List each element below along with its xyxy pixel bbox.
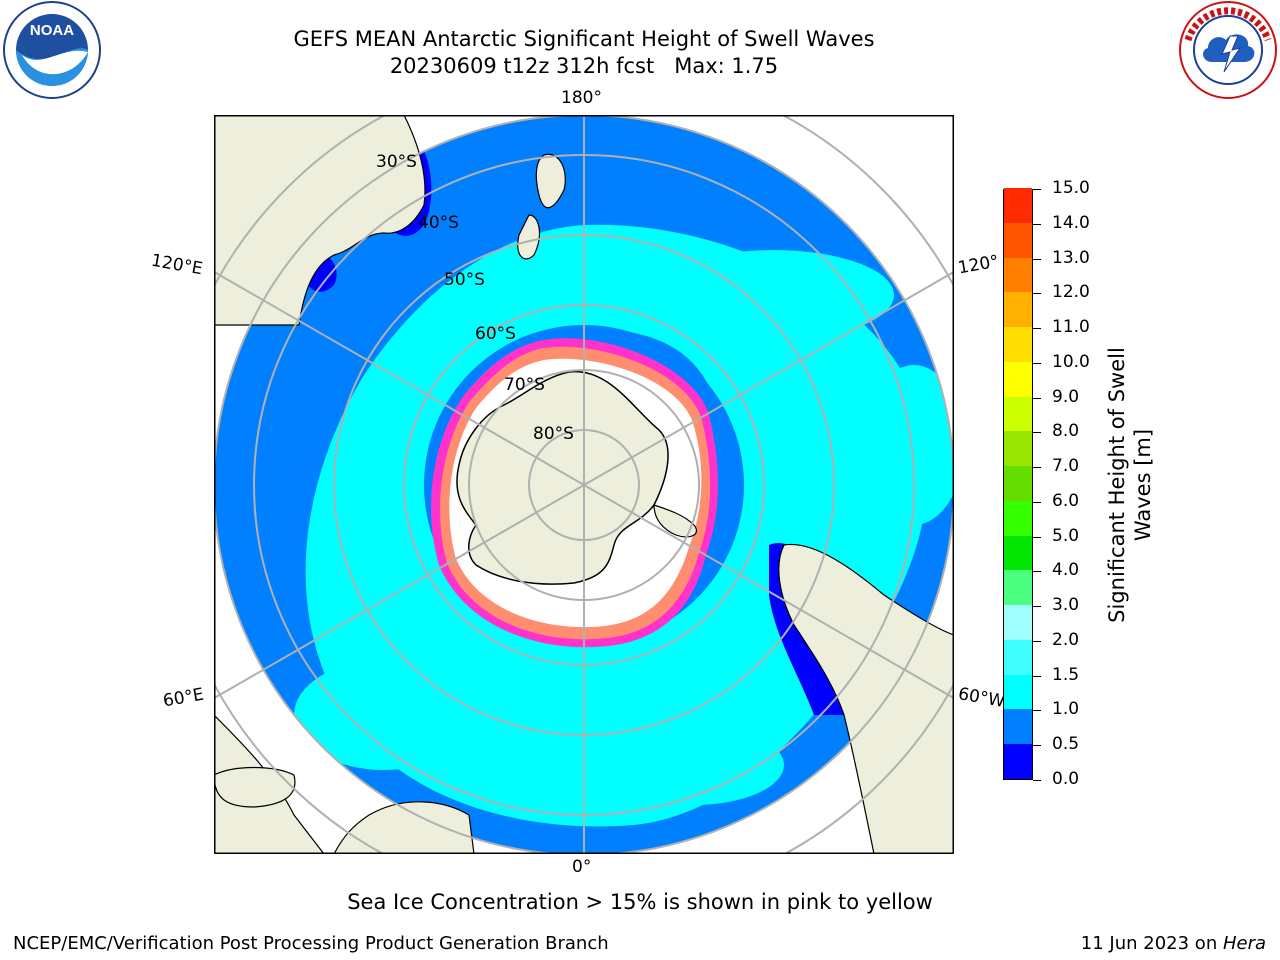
footer-date-text: 11 Jun 2023 on bbox=[1080, 933, 1223, 954]
colorbar-tick-label: 8.0 bbox=[1052, 421, 1080, 442]
colorbar-segment bbox=[1004, 569, 1032, 606]
colorbar-segment bbox=[1004, 326, 1032, 362]
colorbar-tick bbox=[1033, 328, 1041, 330]
colorbar bbox=[1003, 187, 1033, 780]
colorbar-tick-label: 2.0 bbox=[1052, 629, 1080, 650]
colorbar-tick bbox=[1033, 362, 1041, 364]
colorbar-segment bbox=[1004, 743, 1032, 779]
colorbar-tick-label: 10.0 bbox=[1052, 351, 1090, 372]
australia-land bbox=[214, 115, 426, 326]
noaa-logo-text: NOAA bbox=[30, 22, 74, 39]
colorbar-tick bbox=[1033, 293, 1041, 295]
colorbar-segment bbox=[1004, 500, 1032, 536]
colorbar-segment bbox=[1004, 291, 1032, 328]
colorbar-title: Significant Height of Swell Waves [m] bbox=[1104, 305, 1156, 665]
colorbar-title-line-1: Significant Height of Swell bbox=[1105, 347, 1129, 623]
colorbar-tick bbox=[1033, 397, 1041, 399]
colorbar-tick bbox=[1033, 640, 1041, 642]
colorbar-tick-label: 0.0 bbox=[1052, 769, 1080, 789]
new-zealand-land bbox=[535, 153, 566, 209]
colorbar-segment bbox=[1004, 187, 1032, 223]
colorbar-tick-label: 11.0 bbox=[1052, 317, 1090, 338]
colorbar-tick-label: 3.0 bbox=[1052, 595, 1080, 616]
lon-label-0: 0° bbox=[572, 857, 592, 877]
colorbar-tick-label: 0.5 bbox=[1052, 734, 1080, 755]
footer-credit: NCEP/EMC/Verification Post Processing Pr… bbox=[13, 933, 609, 954]
lon-label-60w: 60°W bbox=[956, 684, 1007, 712]
colorbar-tick bbox=[1033, 258, 1041, 260]
colorbar-tick bbox=[1033, 467, 1041, 469]
colorbar-tick bbox=[1033, 223, 1041, 225]
colorbar-tick-label: 12.0 bbox=[1052, 282, 1090, 303]
colorbar-tick-label: 5.0 bbox=[1052, 525, 1080, 546]
title-line-2: 20230609 t12z 312h fcst Max: 1.75 bbox=[389, 54, 779, 78]
noaa-logo: NOAA bbox=[3, 1, 101, 99]
lat-label-50s: 50°S bbox=[444, 270, 485, 290]
graticule bbox=[214, 115, 954, 854]
colorbar-tick-label: 1.5 bbox=[1052, 664, 1080, 685]
title-line-1: GEFS MEAN Antarctic Significant Height o… bbox=[293, 27, 875, 51]
footer-date: 11 Jun 2023 on Hera bbox=[1081, 933, 1266, 954]
colorbar-tick-label: 9.0 bbox=[1052, 386, 1080, 407]
colorbar-title-line-2: Waves [m] bbox=[1131, 428, 1155, 542]
lat-label-80s: 80°S bbox=[533, 424, 574, 444]
colorbar-tick-label: 13.0 bbox=[1052, 247, 1090, 268]
colorbar-tick-label: 15.0 bbox=[1052, 178, 1090, 198]
madagascar-land bbox=[214, 766, 296, 808]
colorbar-segment bbox=[1004, 535, 1032, 571]
lat-label-70s: 70°S bbox=[504, 375, 545, 395]
chart-title: GEFS MEAN Antarctic Significant Height o… bbox=[234, 26, 934, 80]
colorbar-segment bbox=[1004, 257, 1032, 293]
lon-label-60e: 60°E bbox=[161, 684, 206, 712]
lon-label-120w: 120° bbox=[956, 251, 1001, 279]
colorbar-tick-label: 1.0 bbox=[1052, 699, 1080, 720]
lat-label-30s: 30°S bbox=[376, 152, 417, 172]
polar-map bbox=[214, 115, 954, 854]
colorbar-tick bbox=[1033, 571, 1041, 573]
colorbar-tick bbox=[1033, 536, 1041, 538]
colorbar-tick-label: 6.0 bbox=[1052, 490, 1080, 511]
colorbar-tick-label: 4.0 bbox=[1052, 560, 1080, 581]
colorbar-segment bbox=[1004, 222, 1032, 258]
colorbar-segment bbox=[1004, 396, 1032, 432]
lon-label-180: 180° bbox=[561, 88, 602, 108]
colorbar-segment bbox=[1004, 430, 1032, 467]
sea-ice-note: Sea Ice Concentration > 15% is shown in … bbox=[347, 890, 933, 914]
colorbar-tick bbox=[1033, 745, 1041, 747]
colorbar-tick-label: 14.0 bbox=[1052, 212, 1090, 233]
colorbar-tick-label: 7.0 bbox=[1052, 456, 1080, 477]
colorbar-segment bbox=[1004, 674, 1032, 710]
colorbar-tick bbox=[1033, 189, 1041, 190]
swell-band-cyan bbox=[305, 224, 929, 827]
lat-label-60s: 60°S bbox=[475, 324, 516, 344]
colorbar-tick bbox=[1033, 675, 1041, 677]
colorbar-tick bbox=[1033, 710, 1041, 712]
colorbar-segment bbox=[1004, 604, 1032, 640]
colorbar-tick bbox=[1033, 780, 1041, 781]
colorbar-segment bbox=[1004, 709, 1032, 745]
colorbar-tick bbox=[1033, 501, 1041, 503]
colorbar-tick bbox=[1033, 432, 1041, 434]
footer-machine: Hera bbox=[1222, 933, 1266, 954]
nws-logo bbox=[1179, 1, 1277, 99]
colorbar-segment bbox=[1004, 361, 1032, 397]
lat-label-40s: 40°S bbox=[418, 213, 459, 233]
lon-label-120e: 120°E bbox=[149, 250, 205, 280]
colorbar-tick bbox=[1033, 606, 1041, 608]
colorbar-segment bbox=[1004, 465, 1032, 501]
colorbar-segment bbox=[1004, 639, 1032, 675]
